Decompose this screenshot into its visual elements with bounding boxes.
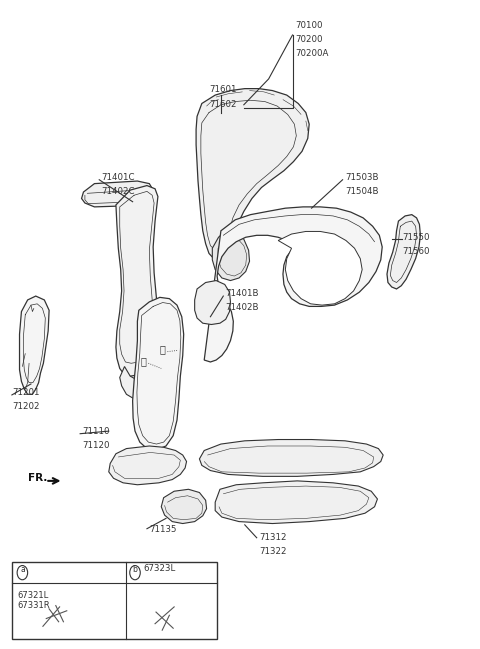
Polygon shape (120, 367, 156, 399)
Bar (12, 562, 217, 639)
Text: a: a (20, 565, 25, 574)
Text: 71322: 71322 (259, 547, 287, 556)
Polygon shape (387, 215, 420, 289)
Text: 71601: 71601 (209, 86, 237, 94)
Text: 71504B: 71504B (345, 187, 379, 196)
Text: FR.: FR. (28, 473, 47, 483)
Text: 71120: 71120 (83, 441, 110, 450)
Text: 71402B: 71402B (226, 303, 259, 312)
Text: ⓑ: ⓑ (160, 344, 166, 354)
Polygon shape (20, 296, 49, 395)
Text: 71560: 71560 (402, 247, 430, 256)
Polygon shape (278, 232, 362, 305)
Polygon shape (196, 89, 309, 260)
Polygon shape (116, 186, 158, 376)
Polygon shape (82, 181, 153, 207)
Text: 67321L: 67321L (18, 591, 49, 600)
Text: 71602: 71602 (209, 99, 237, 108)
Polygon shape (204, 207, 382, 362)
Polygon shape (132, 297, 184, 450)
Polygon shape (161, 489, 206, 524)
Text: 71402C: 71402C (102, 187, 135, 196)
Text: 71110: 71110 (83, 426, 110, 435)
Text: 67331R: 67331R (18, 601, 50, 610)
Text: 71201: 71201 (12, 388, 39, 397)
Polygon shape (212, 231, 250, 280)
Text: 71401C: 71401C (102, 173, 135, 182)
Text: 67323L: 67323L (143, 564, 175, 573)
Text: 70100: 70100 (295, 21, 323, 30)
Text: 70200A: 70200A (295, 49, 328, 58)
Text: ⓐ: ⓐ (141, 356, 146, 365)
Text: 71503B: 71503B (345, 173, 379, 182)
Polygon shape (199, 439, 383, 476)
Text: 71135: 71135 (149, 525, 177, 534)
Polygon shape (195, 280, 230, 324)
Polygon shape (215, 481, 377, 524)
Text: 71550: 71550 (402, 233, 430, 241)
Polygon shape (109, 446, 187, 485)
Text: b: b (132, 565, 137, 574)
Text: 71202: 71202 (12, 402, 39, 411)
Text: 70200: 70200 (295, 35, 323, 44)
Text: 71401B: 71401B (226, 289, 259, 298)
Text: 71312: 71312 (259, 533, 287, 541)
